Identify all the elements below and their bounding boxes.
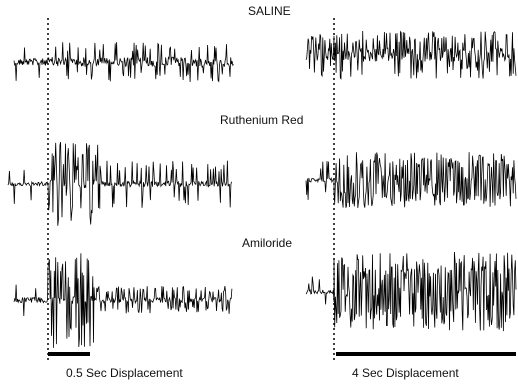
trace-amiloride-short [13, 253, 233, 348]
caption-long-displacement: 4 Sec Displacement [352, 366, 459, 380]
trace-saline-short [13, 42, 234, 83]
displacement-bar-short [48, 352, 90, 356]
condition-label-ruthenium-red: Ruthenium Red [220, 113, 304, 127]
displacement-bar-long [336, 352, 516, 356]
condition-label-amiloride: Amiloride [242, 236, 293, 250]
trace-layer [7, 30, 517, 348]
trace-amiloride-long [305, 251, 517, 332]
caption-short-displacement: 0.5 Sec Displacement [66, 366, 183, 380]
trace-ruthenium-short [7, 142, 232, 226]
trace-saline-long [305, 30, 517, 80]
trace-ruthenium-long [305, 152, 517, 208]
condition-label-saline: SALINE [248, 4, 291, 18]
